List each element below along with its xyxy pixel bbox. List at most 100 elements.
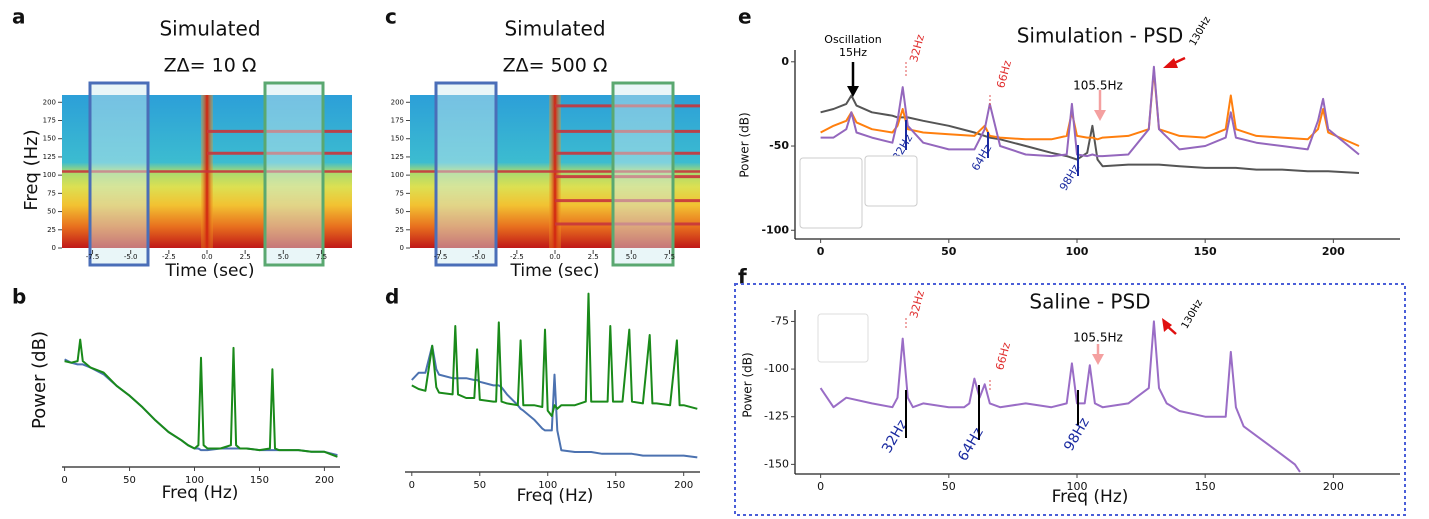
x-tick-label: -5.0 — [472, 253, 486, 261]
x-tick-label: 150 — [1195, 480, 1216, 493]
x-tick-label: 5.0 — [626, 253, 637, 261]
x-tick-label: 0 — [61, 475, 67, 486]
y-tick-label: -75 — [771, 314, 789, 327]
x-tick-label: 0 — [817, 480, 824, 493]
annotation-marks — [799, 56, 1186, 440]
annotation: Oscillation — [824, 33, 881, 46]
x-tick-label: 0 — [409, 480, 415, 491]
annotation: 130Hz — [1180, 298, 1205, 331]
arrow-head — [1163, 58, 1178, 68]
y-axis-label: Power (dB) — [29, 331, 50, 429]
window-box — [88, 81, 150, 267]
series-line — [64, 338, 338, 458]
panel-letter: e — [738, 5, 752, 29]
x-tick-label: 100 — [1066, 245, 1089, 258]
window-box — [434, 81, 498, 267]
annotation: 32Hz — [907, 33, 927, 64]
x-tick-label: 150 — [250, 475, 269, 486]
arrow-head — [1094, 110, 1106, 121]
legend-box — [799, 157, 863, 229]
annotation: 64Hz — [969, 142, 994, 173]
y-tick-label: 50 — [47, 208, 56, 216]
y-tick-label: 200 — [43, 98, 56, 106]
x-tick-label: 50 — [473, 480, 486, 491]
chart-title: Saline - PSD — [1029, 290, 1150, 314]
panel-letter: f — [738, 265, 747, 289]
x-tick-label: 100 — [538, 480, 557, 491]
x-tick-label: 0.0 — [549, 253, 560, 261]
x-tick-label: 7.5 — [316, 253, 327, 261]
legend-box — [817, 313, 869, 363]
x-tick-label: 7.5 — [664, 253, 675, 261]
chart-title: Simulated — [159, 17, 260, 41]
y-tick-label: 25 — [47, 226, 56, 234]
annotation: 66Hz — [994, 59, 1014, 90]
annotation: 105.5Hz — [1073, 79, 1123, 93]
y-tick-label: -150 — [764, 457, 789, 470]
x-tick-label: 50 — [123, 475, 136, 486]
arrow-head — [1162, 318, 1172, 332]
chart-title: Simulated — [504, 17, 605, 41]
y-tick-label: 175 — [43, 117, 56, 125]
y-axis-label: Freq (Hz) — [21, 129, 42, 210]
x-axis-label: Freq (Hz) — [1052, 487, 1129, 507]
y-tick-label: 100 — [391, 171, 404, 179]
x-tick-label: 200 — [1322, 245, 1345, 258]
x-tick-label: 0.0 — [201, 253, 212, 261]
x-tick-label: 50 — [942, 480, 956, 493]
x-tick-label: 50 — [941, 245, 957, 258]
y-tick-label: 200 — [391, 98, 404, 106]
chart-title: Simulation - PSD — [1017, 24, 1184, 48]
x-tick-label: 200 — [674, 480, 693, 491]
chart-subtitle: ZΔ= 10 Ω — [164, 55, 257, 77]
y-tick-label: 75 — [395, 189, 404, 197]
x-tick-label: 200 — [315, 475, 334, 486]
y-tick-label: 0 — [781, 55, 789, 68]
annotation: 66Hz — [993, 341, 1013, 372]
x-tick-label: 5.0 — [278, 253, 289, 261]
annotation: 64Hz — [955, 425, 987, 464]
annotation: 105.5Hz — [1073, 331, 1123, 345]
x-tick-label: 150 — [1194, 245, 1217, 258]
x-axis-label: Freq (Hz) — [162, 483, 239, 503]
annotation: 130Hz — [1188, 15, 1213, 48]
x-axis-label: Freq (Hz) — [517, 486, 594, 506]
y-axis-label: Power (dB) — [738, 112, 752, 177]
legend-box — [864, 155, 918, 207]
panel-frame — [734, 283, 1406, 516]
y-tick-label: -100 — [761, 223, 789, 236]
y-tick-label: 150 — [43, 135, 56, 143]
window-box — [611, 81, 675, 267]
panel-letter: d — [385, 285, 399, 309]
x-tick-label: 150 — [606, 480, 625, 491]
y-tick-label: 25 — [395, 226, 404, 234]
x-tick-label: -2.5 — [162, 253, 176, 261]
y-tick-label: 125 — [391, 153, 404, 161]
y-tick-label: -100 — [764, 362, 789, 375]
x-tick-label: 100 — [185, 475, 204, 486]
x-axis-label: Time (sec) — [165, 261, 255, 281]
panel-letter: a — [12, 5, 26, 29]
x-tick-label: -5.0 — [124, 253, 138, 261]
x-tick-label: 0 — [817, 245, 825, 258]
annotation: 32Hz — [907, 289, 927, 320]
x-tick-label: -2.5 — [510, 253, 524, 261]
x-axis-label: Time (sec) — [510, 261, 600, 281]
y-tick-label: 125 — [43, 153, 56, 161]
y-tick-label: 0 — [52, 244, 56, 252]
x-tick-label: 2.5 — [240, 253, 251, 261]
x-tick-label: -7.5 — [434, 253, 448, 261]
annotation: 98Hz — [1061, 415, 1093, 454]
y-tick-label: -50 — [769, 139, 789, 152]
arrow-head — [847, 86, 859, 97]
window-box — [263, 81, 325, 267]
panel-letter: c — [385, 5, 397, 29]
y-tick-label: 50 — [395, 208, 404, 216]
y-tick-label: 175 — [391, 117, 404, 125]
annotation: 15Hz — [839, 46, 867, 59]
x-tick-label: 100 — [1066, 480, 1087, 493]
y-tick-label: 75 — [47, 189, 56, 197]
x-tick-label: 200 — [1323, 480, 1344, 493]
y-tick-label: 150 — [391, 135, 404, 143]
y-tick-label: -125 — [764, 410, 789, 423]
